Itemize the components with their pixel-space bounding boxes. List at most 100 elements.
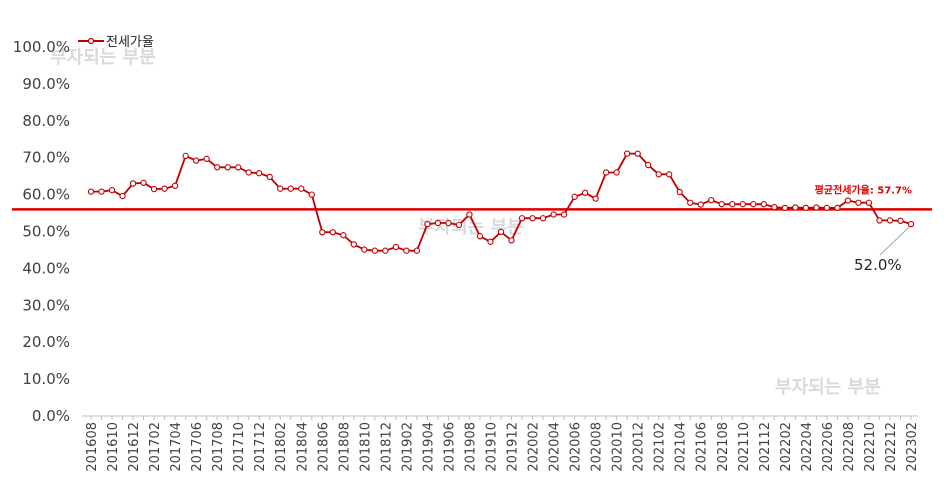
data-point: [466, 211, 473, 218]
data-point: [424, 220, 431, 228]
x-tick-label: 201910: [484, 422, 499, 472]
data-point: [645, 161, 652, 169]
data-point: [760, 201, 767, 208]
data-point: [907, 220, 915, 228]
data-point: [403, 247, 410, 254]
data-point: [445, 219, 452, 227]
data-point: [624, 150, 631, 157]
x-tick-label: 201702: [148, 422, 163, 472]
data-point: [855, 199, 862, 206]
data-point: [708, 196, 715, 204]
x-tick-label: 201706: [190, 422, 205, 472]
x-tick-label: 201904: [421, 422, 436, 472]
data-point: [140, 179, 147, 186]
x-tick-label: 202212: [884, 422, 899, 472]
data-point: [497, 228, 505, 236]
last-value-annotation: 52.0%: [854, 256, 902, 274]
data-point: [287, 185, 294, 192]
x-tick-label: 201802: [274, 422, 289, 472]
x-tick-label: 202204: [800, 422, 815, 472]
x-tick-label: 201610: [106, 422, 121, 472]
data-point: [382, 247, 389, 254]
x-tick-label: 202102: [653, 422, 668, 472]
data-point: [539, 215, 547, 222]
x-tick-label: 202002: [527, 422, 542, 472]
data-point: [256, 170, 263, 177]
x-tick-label: 201902: [400, 422, 415, 472]
data-point: [203, 155, 210, 162]
y-tick-label: 70.0%: [22, 149, 70, 167]
y-tick-label: 20.0%: [22, 333, 70, 351]
data-point: [571, 193, 578, 200]
data-point: [550, 211, 557, 218]
data-point: [340, 232, 347, 239]
x-tick-label: 202208: [842, 422, 857, 472]
data-point: [119, 192, 126, 200]
legend-entry-jeonse-ratio: 전세가율: [106, 35, 154, 50]
x-tick-label: 202012: [632, 422, 647, 472]
x-tick-label: 201810: [358, 422, 373, 472]
x-tick-label: 202210: [863, 422, 878, 472]
data-point: [613, 169, 620, 176]
x-tick-label: 201612: [127, 422, 142, 472]
data-point: [560, 211, 568, 218]
data-point: [876, 217, 883, 224]
data-point: [392, 243, 400, 251]
x-tick-label: 202010: [611, 422, 626, 472]
data-point: [508, 237, 515, 244]
data-point: [634, 150, 641, 157]
data-point: [98, 188, 105, 195]
x-tick-label: 202004: [548, 422, 563, 472]
data-point: [718, 201, 725, 208]
data-point: [361, 246, 368, 253]
data-point: [161, 185, 168, 192]
watermark-middle: 부자되는 부분: [418, 217, 524, 238]
data-point: [476, 233, 484, 240]
data-point: [413, 247, 421, 254]
data-point: [371, 247, 378, 254]
x-tick-label: 201808: [337, 422, 352, 472]
x-tick-label: 202302: [905, 422, 920, 472]
data-point: [235, 164, 242, 171]
data-point: [844, 197, 852, 204]
data-point: [266, 173, 273, 181]
legend-marker: [87, 37, 95, 45]
x-tick-label: 202006: [569, 422, 584, 472]
x-tick-label: 201806: [316, 422, 331, 472]
data-point: [739, 201, 746, 208]
data-point: [666, 171, 673, 178]
x-tick-label: 202106: [695, 422, 710, 472]
data-point: [329, 229, 336, 236]
x-tick-label: 202206: [821, 422, 836, 472]
y-axis: 0.0% 10.0% 20.0% 30.0% 40.0% 50.0% 60.0% 70.0% 8…: [13, 38, 70, 425]
data-point: [224, 164, 231, 171]
data-point: [729, 201, 736, 208]
data-point: [455, 221, 463, 229]
data-point: [298, 185, 305, 192]
data-point: [655, 171, 662, 178]
x-tick-label: 201710: [232, 422, 247, 472]
data-point: [781, 204, 788, 212]
y-tick-label: 50.0%: [22, 223, 70, 241]
data-point: [792, 204, 799, 211]
legend: 전세가율: [78, 35, 154, 50]
y-tick-label: 10.0%: [22, 370, 70, 388]
x-tick-label: 202112: [758, 422, 773, 472]
data-point: [813, 204, 820, 211]
data-point: [518, 215, 526, 222]
x-tick-label: 201906: [442, 422, 457, 472]
data-point: [602, 169, 610, 176]
x-tick-label: 202104: [674, 422, 689, 472]
data-point: [886, 217, 894, 224]
x-tick-label: 202008: [590, 422, 605, 472]
data-point: [214, 164, 221, 171]
x-axis: 201608 201610 201612 201702 201704 201706 2017…: [82, 415, 920, 472]
data-point: [581, 189, 589, 196]
data-point: [192, 157, 200, 164]
data-point: [897, 217, 904, 224]
x-tick-label: 202110: [737, 422, 752, 472]
x-tick-label: 201812: [379, 422, 394, 472]
data-point: [319, 229, 326, 236]
data-point: [529, 215, 536, 222]
y-tick-label: 100.0%: [13, 38, 70, 56]
